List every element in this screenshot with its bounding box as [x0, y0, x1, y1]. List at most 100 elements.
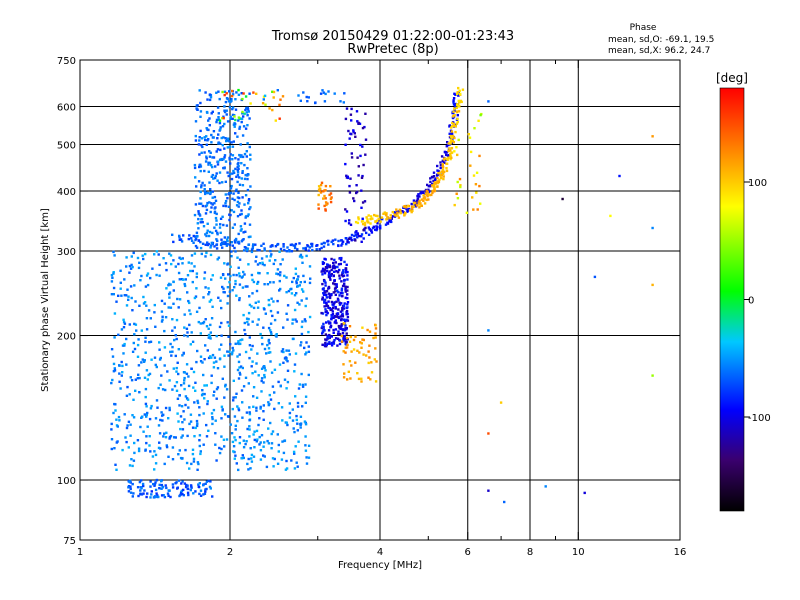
data-point	[325, 301, 328, 304]
data-point	[166, 492, 170, 495]
data-point	[216, 386, 220, 389]
data-point	[175, 318, 179, 322]
data-point	[346, 240, 349, 244]
data-point	[143, 359, 146, 362]
data-point	[228, 192, 232, 195]
data-point	[238, 213, 242, 216]
data-point	[231, 407, 234, 411]
data-point	[201, 181, 204, 185]
data-point	[334, 293, 337, 296]
data-point	[260, 244, 263, 247]
data-point	[238, 298, 241, 302]
data-point	[204, 243, 207, 246]
data-point	[113, 336, 116, 339]
data-point	[211, 495, 214, 498]
data-point	[343, 320, 347, 323]
data-point	[343, 92, 346, 95]
data-point	[189, 269, 192, 273]
data-point	[455, 106, 458, 109]
data-point	[454, 130, 457, 134]
data-point	[354, 335, 357, 338]
data-point	[156, 494, 159, 497]
data-point	[181, 257, 184, 260]
data-point	[357, 218, 360, 221]
data-point	[367, 214, 370, 217]
data-point	[193, 163, 197, 167]
data-point	[203, 277, 206, 280]
data-point	[181, 492, 184, 496]
data-point	[292, 450, 296, 454]
data-point	[206, 111, 209, 114]
data-point	[447, 154, 450, 157]
data-point	[273, 391, 276, 394]
data-point	[199, 246, 203, 250]
data-point	[174, 482, 177, 485]
data-point	[216, 258, 219, 261]
data-point	[277, 380, 280, 384]
data-point	[344, 288, 347, 291]
data-point	[125, 337, 128, 341]
data-point	[431, 182, 434, 186]
data-point	[303, 346, 306, 350]
data-point	[156, 406, 159, 409]
data-point	[139, 425, 142, 429]
data-point	[234, 132, 237, 135]
data-point	[368, 344, 371, 347]
data-point	[198, 139, 201, 142]
data-point	[187, 493, 190, 497]
data-point	[251, 244, 255, 248]
data-point	[350, 119, 353, 122]
data-point	[263, 283, 266, 286]
data-point	[189, 488, 192, 492]
data-point	[183, 282, 186, 286]
data-point	[346, 343, 349, 347]
data-point	[339, 291, 343, 295]
data-point	[158, 341, 161, 344]
data-point	[215, 91, 218, 94]
data-point	[347, 222, 351, 225]
data-point	[186, 487, 190, 491]
data-point	[292, 427, 295, 430]
data-point	[143, 489, 146, 492]
data-point	[330, 316, 333, 320]
data-point	[293, 452, 296, 455]
data-point	[320, 181, 324, 184]
data-point	[204, 255, 207, 258]
data-point	[335, 315, 339, 318]
data-point	[210, 412, 214, 415]
data-point	[437, 172, 440, 175]
data-point	[342, 269, 345, 272]
data-point	[129, 423, 132, 426]
data-point	[199, 221, 202, 224]
data-point	[161, 315, 164, 318]
data-point	[355, 184, 358, 187]
data-point	[374, 327, 378, 330]
data-point	[324, 284, 327, 287]
data-point	[202, 322, 205, 325]
data-point	[361, 220, 364, 223]
data-point	[168, 437, 171, 440]
data-point	[340, 302, 343, 305]
data-point	[218, 119, 222, 122]
data-point	[144, 402, 148, 406]
data-point	[381, 217, 384, 221]
data-point	[362, 228, 365, 232]
data-point	[198, 306, 201, 310]
data-point	[342, 274, 346, 277]
data-point	[202, 225, 206, 228]
data-point	[243, 273, 246, 276]
data-point	[303, 280, 306, 284]
data-point	[248, 207, 251, 211]
data-point	[323, 290, 326, 293]
data-point	[267, 351, 270, 354]
data-point	[201, 204, 205, 208]
data-point	[169, 306, 173, 309]
data-point	[327, 300, 330, 303]
data-point	[202, 296, 205, 299]
data-point	[142, 430, 145, 433]
data-point	[345, 107, 349, 110]
data-point	[296, 284, 300, 288]
data-point	[342, 363, 345, 366]
data-point	[322, 262, 326, 265]
